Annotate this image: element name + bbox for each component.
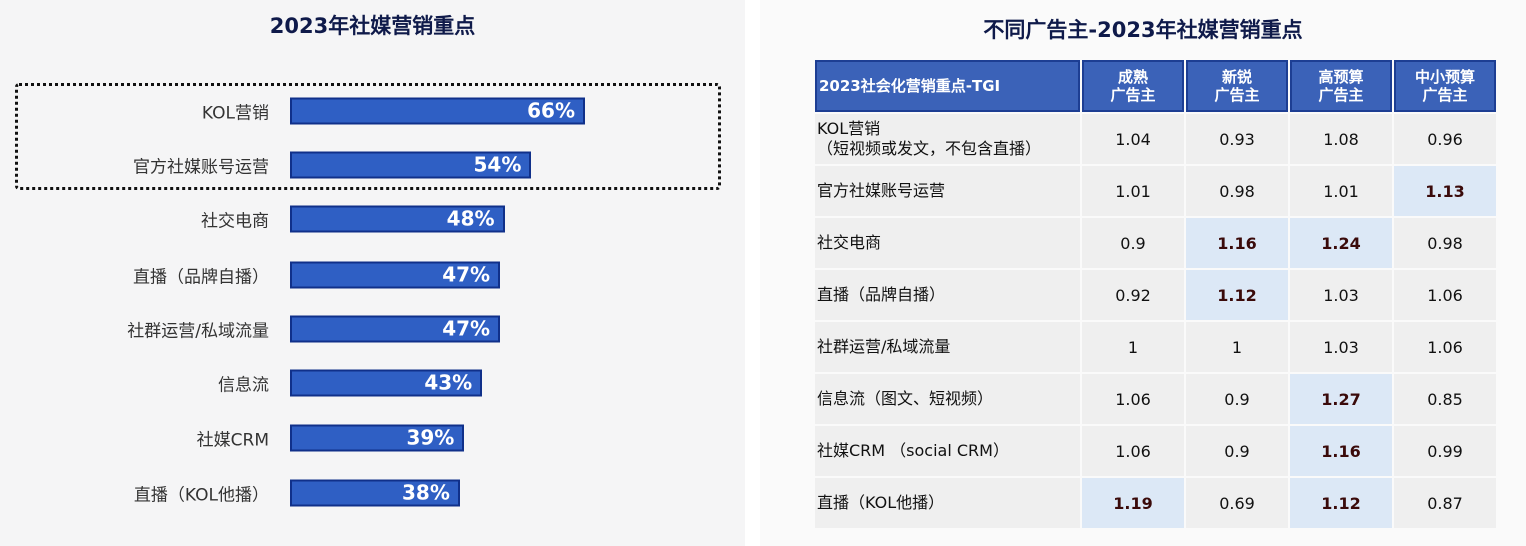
tgi-cell: 1.06 (1082, 374, 1184, 424)
tgi-table: 2023社会化营销重点-TGI 成熟 广告主 新锐 广告主 高预算 广告主 中小预算 广告主 K… (813, 58, 1498, 530)
chart-title: 2023年社媒营销重点 (269, 14, 476, 38)
tgi-cell: 1.12 (1186, 270, 1288, 320)
highlight-box (15, 83, 721, 190)
tgi-cell: 0.69 (1186, 478, 1288, 528)
bar: 39% (290, 424, 465, 452)
tgi-cell: 0.9 (1082, 218, 1184, 268)
bar: 66% (290, 97, 586, 125)
row-label: KOL营销 （短视频或发文，不包含直播） (815, 114, 1080, 164)
tgi-cell: 1 (1082, 322, 1184, 372)
table-row: 社群运营/私域流量 1 1 1.03 1.06 (815, 322, 1496, 372)
tgi-cell: 1.24 (1290, 218, 1392, 268)
category-label: 直播（KOL他播） (133, 485, 269, 506)
table-row: 信息流（图文、短视频） 1.06 0.9 1.27 0.85 (815, 374, 1496, 424)
table-row: KOL营销 （短视频或发文，不包含直播） 1.04 0.93 1.08 0.96 (815, 114, 1496, 164)
row-label: 社交电商 (815, 218, 1080, 268)
category-label: KOL营销 (201, 103, 269, 124)
table-row: 官方社媒账号运营 1.01 0.98 1.01 1.13 (815, 166, 1496, 216)
row-label: 直播（品牌自播） (815, 270, 1080, 320)
row-label: 社媒CRM （social CRM） (815, 426, 1080, 476)
tgi-cell: 1.06 (1394, 270, 1496, 320)
table-row: 直播（品牌自播） 0.92 1.12 1.03 1.06 (815, 270, 1496, 320)
table-row: 社交电商 0.9 1.16 1.24 0.98 (815, 218, 1496, 268)
bar: 47% (290, 315, 501, 343)
tgi-cell: 0.85 (1394, 374, 1496, 424)
column-header: 新锐 广告主 (1186, 60, 1288, 112)
tgi-cell: 1.04 (1082, 114, 1184, 164)
tgi-cell: 0.87 (1394, 478, 1496, 528)
column-header: 成熟 广告主 (1082, 60, 1184, 112)
bar: 43% (290, 369, 483, 397)
tgi-cell: 1.13 (1394, 166, 1496, 216)
column-header: 中小预算 广告主 (1394, 60, 1496, 112)
category-label: 社交电商 (201, 211, 269, 232)
tgi-cell: 1.03 (1290, 270, 1392, 320)
row-label: 官方社媒账号运营 (815, 166, 1080, 216)
tgi-cell: 0.93 (1186, 114, 1288, 164)
tgi-cell: 1.19 (1082, 478, 1184, 528)
tgi-cell: 0.92 (1082, 270, 1184, 320)
table-row: 直播（KOL他播） 1.19 0.69 1.12 0.87 (815, 478, 1496, 528)
tgi-cell: 1.16 (1186, 218, 1288, 268)
column-header: 2023社会化营销重点-TGI (815, 60, 1080, 112)
tgi-cell: 0.9 (1186, 374, 1288, 424)
tgi-cell: 0.98 (1186, 166, 1288, 216)
tgi-cell: 1.27 (1290, 374, 1392, 424)
category-label: 官方社媒账号运营 (133, 157, 269, 178)
tgi-cell: 0.96 (1394, 114, 1496, 164)
tgi-cell: 1.03 (1290, 322, 1392, 372)
row-label: 社群运营/私域流量 (815, 322, 1080, 372)
table-row: 社媒CRM （social CRM） 1.06 0.9 1.16 0.99 (815, 426, 1496, 476)
tgi-cell: 1.01 (1290, 166, 1392, 216)
bar: 48% (290, 205, 505, 233)
bar: 38% (290, 479, 460, 507)
tgi-cell: 1 (1186, 322, 1288, 372)
row-label: 信息流（图文、短视频） (815, 374, 1080, 424)
column-header: 高预算 广告主 (1290, 60, 1392, 112)
tgi-cell: 1.08 (1290, 114, 1392, 164)
bar: 54% (290, 151, 532, 179)
row-label: 直播（KOL他播） (815, 478, 1080, 528)
tgi-cell: 1.01 (1082, 166, 1184, 216)
tgi-cell: 0.98 (1394, 218, 1496, 268)
tgi-cell: 1.06 (1394, 322, 1496, 372)
bar: 47% (290, 261, 501, 289)
category-label: 社群运营/私域流量 (127, 321, 269, 342)
tgi-cell: 1.16 (1290, 426, 1392, 476)
category-label: 直播（品牌自播） (133, 267, 269, 288)
tgi-cell: 0.99 (1394, 426, 1496, 476)
category-label: 社媒CRM (196, 430, 269, 451)
category-label: 信息流 (218, 375, 269, 396)
table-title: 不同广告主-2023年社媒营销重点 (983, 18, 1303, 42)
tgi-cell: 0.9 (1186, 426, 1288, 476)
bar-chart-panel: 2023年社媒营销重点 KOL营销 66% 官方社媒账号运营 54% 社交电商 48% 直播… (0, 0, 745, 546)
tgi-cell: 1.12 (1290, 478, 1392, 528)
tgi-cell: 1.06 (1082, 426, 1184, 476)
